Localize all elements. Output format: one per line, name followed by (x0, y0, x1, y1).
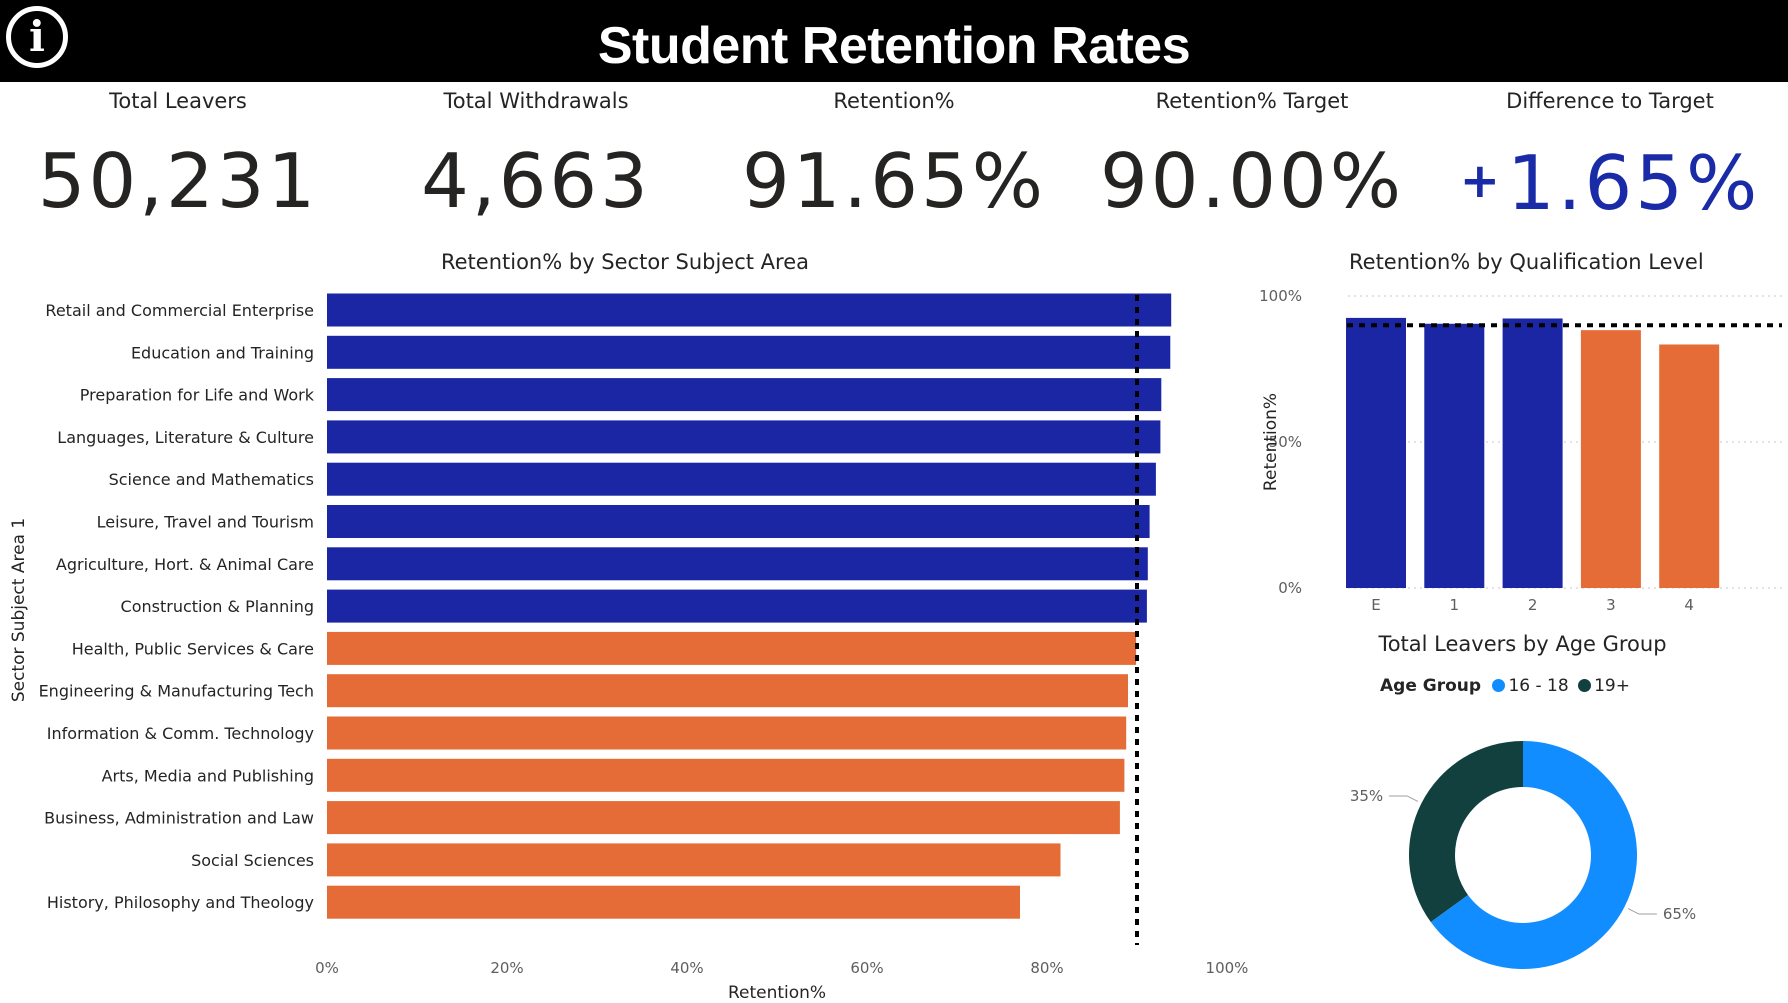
category-label: Leisure, Travel and Tourism (97, 513, 314, 532)
qualification-chart-title: Retention% by Qualification Level (1349, 250, 1704, 274)
x-tick-label: 3 (1606, 596, 1616, 614)
y-tick-label: 50% (1269, 433, 1302, 451)
kpi-number: 1.65% (1506, 139, 1761, 227)
bar (1580, 330, 1641, 588)
kpi-difference-to-target: Difference to Target +1.65% (1430, 84, 1788, 228)
kpi-value: 50,231 (37, 137, 319, 225)
leader-line (1627, 908, 1657, 915)
legend-dot (1492, 679, 1506, 692)
age-group-donut-chart: 65% 35% (1350, 741, 1696, 969)
category-label: Arts, Media and Publishing (102, 766, 314, 785)
category-label: Information & Comm. Technology (47, 724, 314, 743)
x-tick-label: 2 (1528, 596, 1538, 614)
x-tick-label: 4 (1684, 596, 1694, 614)
kpi-retention-target: Retention% Target 90.00% (1072, 84, 1432, 226)
y-axis-title: Retention% (1261, 393, 1281, 491)
donut-slice (1409, 741, 1523, 923)
legend-item-19-plus[interactable]: 19+ (1578, 676, 1630, 696)
info-glyph: i (29, 12, 45, 61)
kpi-label: Retention% Target (1155, 89, 1349, 113)
sector-chart-title: Retention% by Sector Subject Area (440, 250, 809, 274)
legend-dot (1578, 679, 1592, 692)
x-tick-label: 20% (490, 959, 523, 977)
category-label: Education and Training (131, 343, 314, 362)
qualification-retention-bar-chart: 0% 50% 100% E 1 2 3 4 Retention% (1259, 287, 1782, 614)
kpi-retention: Retention% 91.65% (714, 84, 1074, 226)
age-group-legend: Age Group 16 - 18 19+ (1380, 674, 1634, 698)
data-label: 35% (1350, 787, 1383, 805)
bar (1346, 317, 1406, 588)
bar (327, 293, 1172, 327)
info-icon[interactable]: i (6, 6, 68, 68)
category-label: Preparation for Life and Work (80, 386, 315, 405)
kpi-label: Difference to Target (1506, 89, 1714, 113)
bar (1424, 323, 1485, 588)
page-title: Student Retention Rates (597, 17, 1191, 75)
kpi-total-withdrawals: Total Withdrawals 4,663 (356, 84, 716, 226)
bar (327, 547, 1148, 581)
category-label: Science and Mathematics (109, 470, 314, 489)
category-label: Engineering & Manufacturing Tech (39, 682, 314, 701)
legend-label: 19+ (1594, 676, 1630, 696)
category-label: Languages, Literature & Culture (57, 428, 314, 447)
legend-title: Age Group (1380, 676, 1482, 696)
bar (327, 674, 1128, 708)
bar (327, 843, 1061, 877)
legend-item-16-18[interactable]: 16 - 18 (1492, 676, 1569, 696)
bar (327, 335, 1171, 369)
category-label: Health, Public Services & Care (72, 639, 314, 658)
bar (327, 631, 1137, 665)
category-label: Social Sciences (191, 851, 314, 870)
x-tick-label: 100% (1206, 959, 1249, 977)
category-label: Construction & Planning (121, 597, 314, 616)
kpi-value: +1.65% (1430, 136, 1788, 228)
y-tick-label: 100% (1259, 287, 1302, 305)
bar (1659, 344, 1720, 588)
category-label: Retail and Commercial Enterprise (45, 301, 314, 320)
x-tick-label: 0% (315, 959, 339, 977)
bar (327, 885, 1020, 919)
x-tick-label: 80% (1030, 959, 1063, 977)
kpi-value: 91.65% (742, 137, 1046, 225)
bar (327, 716, 1127, 750)
kpi-label: Total Withdrawals (443, 89, 629, 113)
bar (327, 589, 1147, 623)
y-tick-label: 0% (1278, 579, 1302, 597)
bar (327, 378, 1162, 412)
bar (327, 801, 1120, 835)
legend-label: 16 - 18 (1508, 676, 1569, 696)
bar (327, 758, 1125, 792)
plus-sign: + (1459, 153, 1503, 209)
bar (327, 462, 1156, 496)
data-label: 65% (1663, 905, 1696, 923)
x-tick-label: E (1371, 596, 1380, 614)
x-tick-label: 1 (1450, 596, 1460, 614)
kpi-total-leavers: Total Leavers 50,231 (0, 84, 358, 226)
x-tick-label: 40% (670, 959, 703, 977)
age-chart-title: Total Leavers by Age Group (1378, 632, 1667, 656)
kpi-value: 4,663 (421, 137, 651, 225)
header-bar: i Student Retention Rates (0, 0, 1788, 82)
kpi-label: Retention% (833, 89, 955, 113)
kpi-label: Total Leavers (109, 89, 247, 113)
leader-line (1389, 795, 1419, 802)
category-label: History, Philosophy and Theology (47, 893, 314, 912)
kpi-value: 90.00% (1100, 137, 1404, 225)
bar (327, 505, 1150, 538)
bar (327, 420, 1161, 454)
x-axis-title: Retention% (728, 983, 826, 1000)
category-label: Agriculture, Hort. & Animal Care (56, 555, 314, 574)
donut-slice (1430, 741, 1637, 969)
sector-retention-bar-chart: 0% 20% 40% 60% 80% 100% Retail and Commercial … (9, 293, 1249, 1000)
category-label: Business, Administration and Law (44, 809, 314, 828)
y-axis-title: Sector Subject Area 1 (9, 518, 29, 702)
bar (1502, 318, 1563, 588)
x-tick-label: 60% (850, 959, 883, 977)
